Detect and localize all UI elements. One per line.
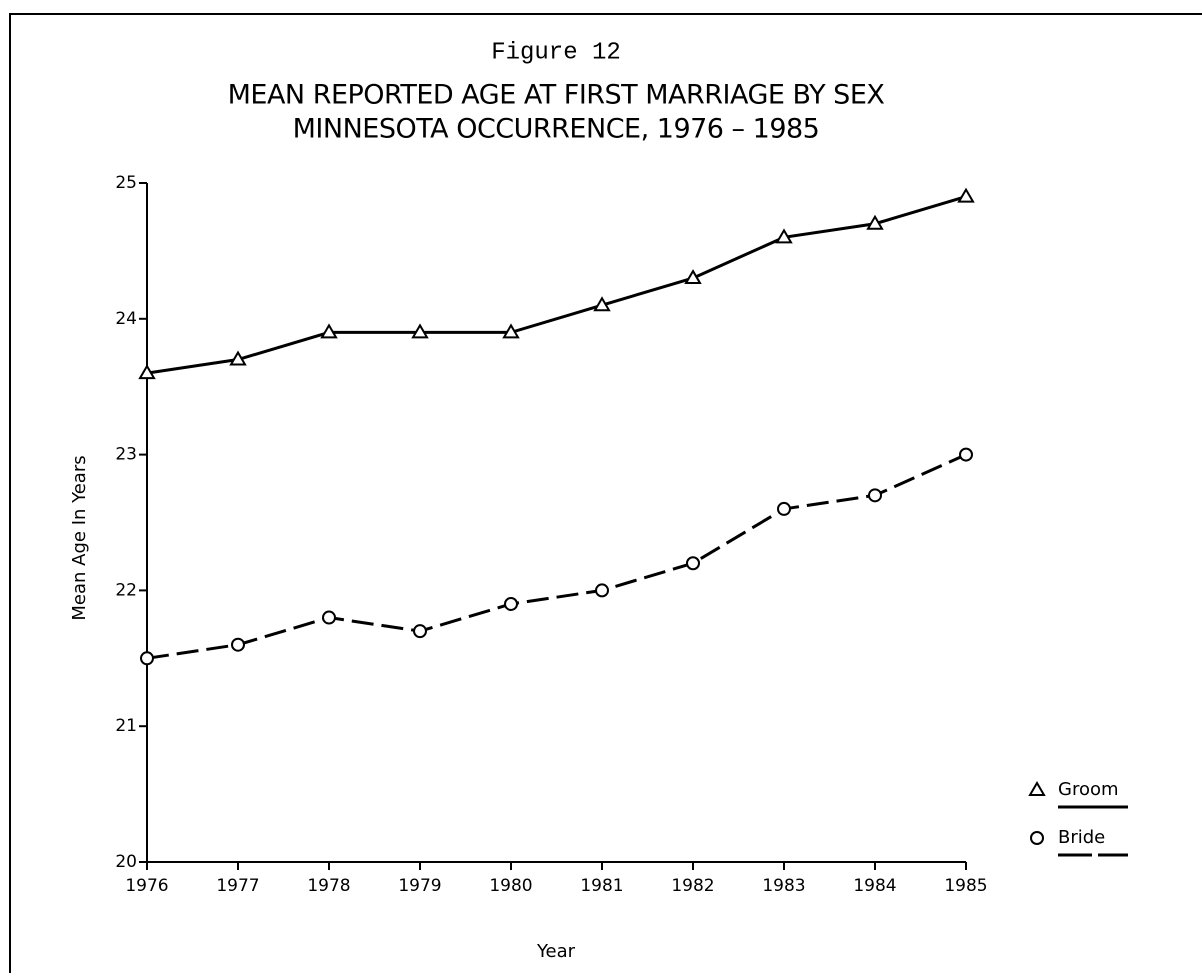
data-point [866,214,884,230]
x-tick-label: 1977 [216,876,259,896]
x-tick-label: 1976 [125,876,168,896]
series-line [146,453,967,660]
data-point [411,323,429,339]
legend-marker [1028,781,1046,796]
x-tick-label: 1981 [580,876,623,896]
x-tick-label: 1983 [762,876,805,896]
x-tick-label: 1982 [671,876,714,896]
data-point [777,501,791,516]
data-point [959,447,973,462]
data-point [502,323,520,339]
data-point [775,228,793,244]
chart-subtitle: MEAN REPORTED AGE AT FIRST MARRIAGE BY S… [228,80,885,111]
y-tick-label: 23 [115,445,137,465]
series-line [146,195,967,375]
data-point [595,583,609,598]
x-tick-label: 1984 [853,876,896,896]
y-axis-label: Mean Age In Years [69,455,90,620]
legend-label: Groom [1058,779,1119,800]
y-tick-label: 24 [115,309,137,329]
data-point [229,350,247,366]
data-point [593,296,611,312]
x-tick-label: 1985 [944,876,987,896]
data-point [320,323,338,339]
chart-subtitle: MINNESOTA OCCURRENCE, 1976 – 1985 [293,114,820,145]
y-tick-label: 22 [115,580,137,600]
data-point [957,187,975,203]
x-tick-label: 1978 [307,876,350,896]
x-tick-label: 1980 [489,876,532,896]
data-point [868,488,882,503]
chart-title: Figure 12 [491,39,621,66]
data-point [138,364,156,380]
data-point [231,637,245,652]
legend-marker [1030,831,1044,845]
legend-label: Bride [1058,827,1105,848]
data-point [322,610,336,625]
page-frame [9,13,1202,973]
data-point [686,556,700,571]
data-point [413,624,427,639]
data-point [504,596,518,611]
data-point [684,269,702,285]
y-tick-label: 20 [115,852,137,872]
y-tick-label: 21 [115,716,137,736]
y-tick-label: 25 [115,173,137,193]
data-point [140,651,154,666]
x-axis-label: Year [536,941,576,962]
x-tick-label: 1979 [398,876,441,896]
